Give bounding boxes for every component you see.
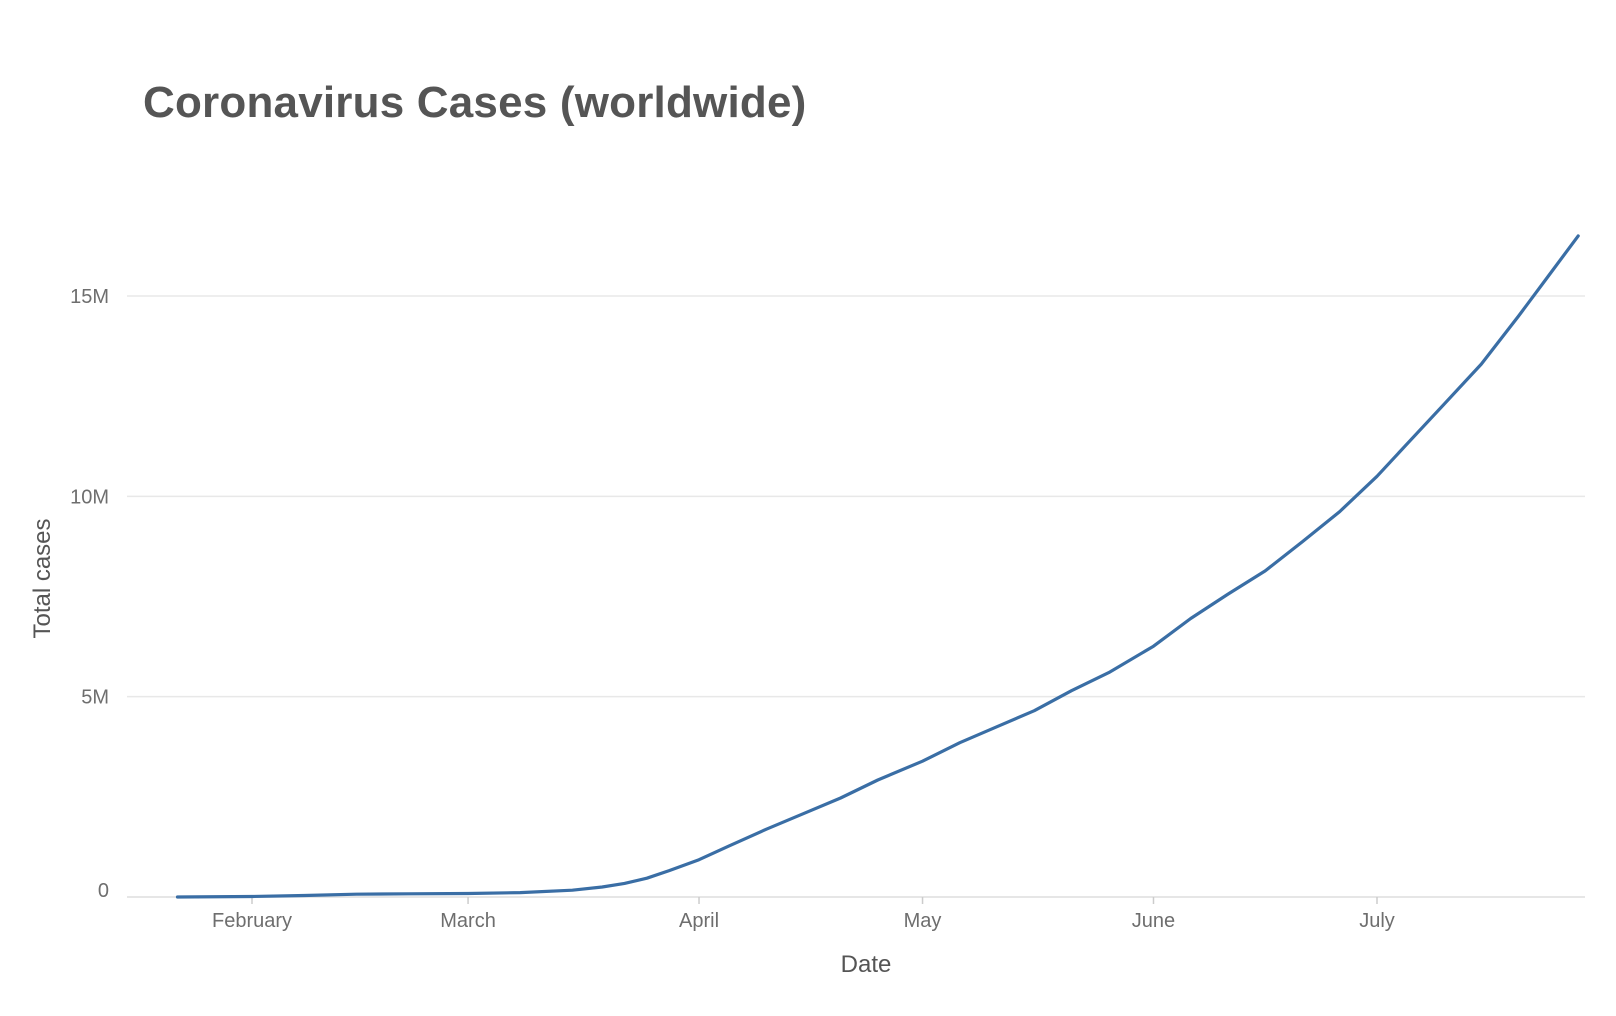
x-tick-label: April — [679, 910, 719, 932]
x-tick-labels: February March April May June July — [212, 897, 1395, 932]
x-tick-label: July — [1359, 910, 1395, 932]
x-tick-label: March — [440, 910, 496, 932]
y-tick-label: 0 — [98, 880, 109, 902]
x-tick-label: February — [212, 910, 292, 932]
x-tick-label: June — [1132, 910, 1175, 932]
y-axis-title: Total cases — [29, 518, 56, 638]
y-tick-label: 5M — [81, 687, 109, 709]
y-tick-label: 15M — [70, 286, 109, 308]
x-tick-label: May — [904, 910, 942, 932]
x-axis-title: Date — [841, 951, 892, 978]
y-tick-label: 10M — [70, 486, 109, 508]
y-tick-labels: 0 5M 10M 15M — [70, 286, 109, 902]
series-line-total-cases — [175, 234, 1580, 899]
chart-title: Coronavirus Cases (worldwide) — [143, 78, 807, 127]
gridlines — [127, 295, 1585, 698]
